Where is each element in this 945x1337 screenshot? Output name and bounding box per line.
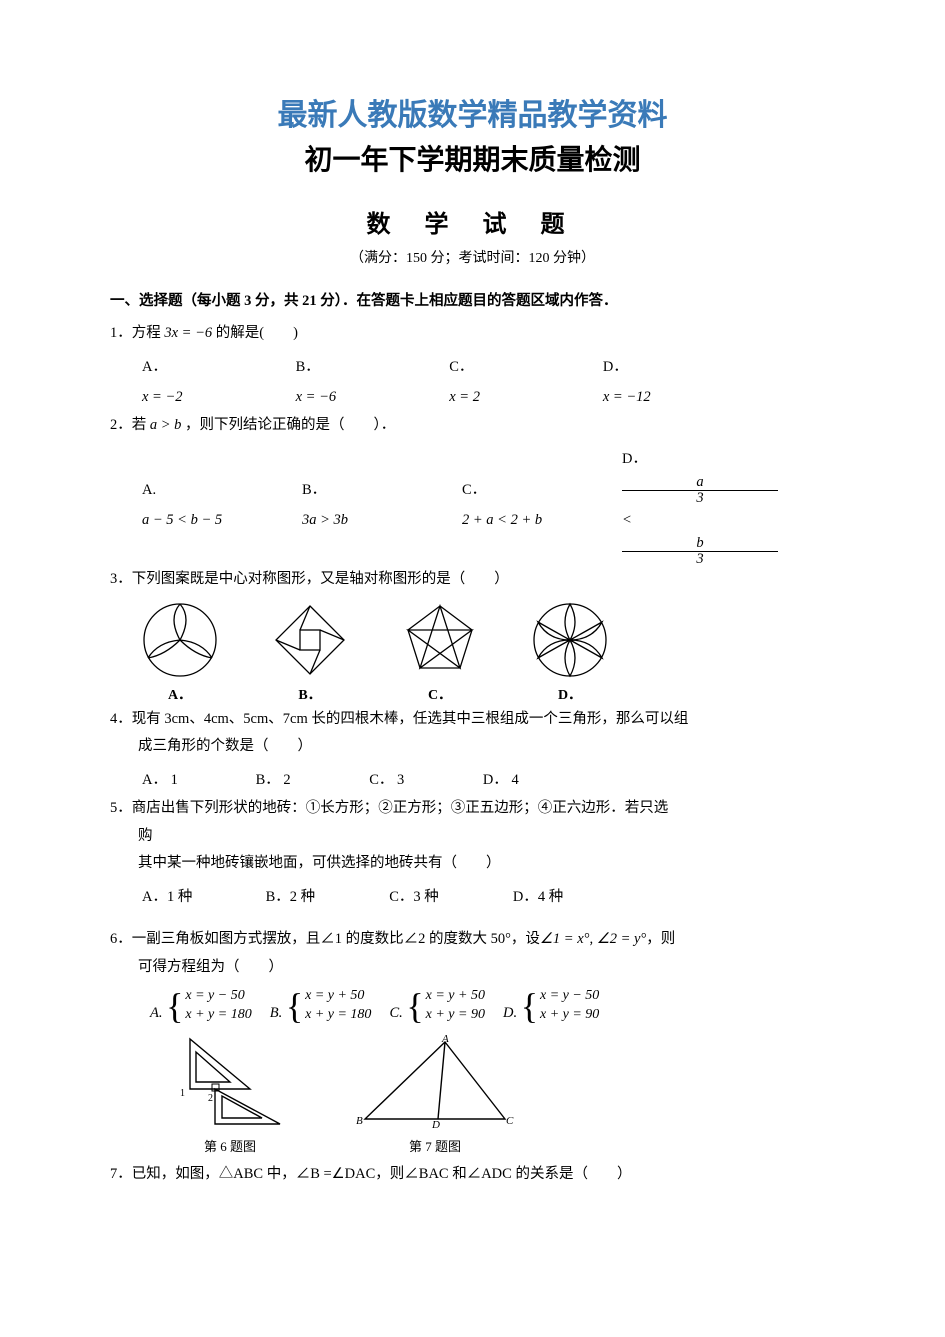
q6-optB: B. {x = y + 50x + y = 180 [270, 987, 372, 1023]
q2-optD: D． a3 < b3 [622, 444, 835, 566]
svg-text:C: C [506, 1115, 514, 1127]
q2-suffix: ，则下列结论正确的是（ ）． [181, 417, 395, 433]
fig6-label: 第 6 题图 [170, 1136, 290, 1155]
q4-optC: C． 3 [369, 765, 479, 795]
fig7-label: 第 7 题图 [350, 1136, 520, 1155]
question-6: 6．一副三角板如图方式摆放，且∠1 的度数比∠2 的度数大 50°，设∠1 = … [110, 926, 835, 981]
q5-optC: C．3 种 [389, 882, 509, 912]
q2-optA: A. a − 5 < b − 5 [142, 475, 292, 536]
q5-optB: B．2 种 [266, 882, 386, 912]
svg-text:A: A [441, 1034, 449, 1045]
q1-prefix: 1．方程 [110, 325, 164, 341]
q6-q7-figures: 1 2 第 6 题图 A B D C 第 7 题图 [110, 1034, 835, 1155]
q3-labelA: A． [140, 684, 220, 704]
q6-l1a: 6．一副三角板如图方式摆放，且∠1 的度数比∠2 的度数大 50°，设 [110, 931, 540, 947]
q6-options: A. {x = y − 50x + y = 180 B. {x = y + 50… [110, 987, 835, 1023]
q6-optD: D. {x = y − 50x + y = 90 [503, 987, 599, 1023]
q3-labelB: B． [270, 684, 350, 704]
q3-labelC: C． [400, 684, 480, 704]
q3-shape-D: D． [530, 600, 610, 704]
q6-optC: C. {x = y + 50x + y = 90 [389, 987, 485, 1023]
exam-info: （满分：150 分；考试时间：120 分钟） [110, 247, 835, 267]
q2-prefix: 2．若 [110, 417, 150, 433]
q3-shape-B: B． [270, 600, 350, 704]
q3-shape-A: A． [140, 600, 220, 704]
q2-cond: a > b [150, 417, 182, 433]
q2-optC: C．2 + a < 2 + b [462, 475, 612, 536]
q6-l2: 可得方程组为（ ） [110, 959, 283, 975]
q6-l1b: ∠1 = x°, ∠2 = y° [540, 931, 646, 947]
flower-six-icon [530, 600, 610, 680]
q1-optD: D．x = −12 [603, 352, 753, 413]
spacer [110, 912, 835, 926]
q1-options: A．x = −2 B．x = −6 C．x = 2 D．x = −12 [110, 352, 835, 413]
q3-shape-C: C． [400, 600, 480, 704]
q5-l2: 购 [110, 828, 153, 844]
exam-title: 数 学 试 题 [110, 204, 835, 239]
question-7: 7．已知，如图，△ABC 中，∠B =∠DAC，则∠BAC 和∠ADC 的关系是… [110, 1161, 835, 1189]
question-3: 3．下列图案既是中心对称图形，又是轴对称图形的是（ ） [110, 566, 835, 594]
svg-text:B: B [356, 1115, 363, 1127]
q5-l3: 其中某一种地砖镶嵌地面，可供选择的地砖共有（ ） [110, 855, 501, 871]
svg-text:D: D [431, 1119, 440, 1129]
q1-optC: C．x = 2 [449, 352, 599, 413]
trefoil-icon [140, 600, 220, 680]
question-2: 2．若 a > b ，则下列结论正确的是（ ）． [110, 412, 835, 440]
main-title: 最新人教版数学精品教学资料 [110, 90, 835, 134]
q6-optA: A. {x = y − 50x + y = 180 [150, 987, 252, 1023]
q2-optB: B．3a > 3b [302, 475, 452, 536]
figure-q6: 1 2 第 6 题图 [170, 1034, 290, 1155]
q4-optA: A． 1 [142, 765, 252, 795]
figure-q7: A B D C 第 7 题图 [350, 1034, 520, 1155]
q1-optB: B．x = −6 [296, 352, 446, 413]
fraction-b-3: b3 [622, 536, 772, 566]
q4-options: A． 1 B． 2 C． 3 D． 4 [110, 765, 835, 795]
svg-text:2: 2 [208, 1093, 213, 1104]
q3-shapes: A． B． C． [110, 600, 835, 704]
question-1: 1．方程 3x = −6 的解是( ) [110, 320, 835, 348]
sub-title: 初一年下学期期末质量检测 [110, 138, 835, 178]
question-5: 5．商店出售下列形状的地砖：①长方形；②正方形；③正五边形；④正六边形．若只选 … [110, 795, 835, 878]
q1-suffix: 的解是( ) [212, 325, 298, 341]
q5-options: A．1 种 B．2 种 C．3 种 D．4 种 [110, 882, 835, 912]
triangle-abc-icon: A B D C [350, 1034, 520, 1129]
question-4: 4．现有 3cm、4cm、5cm、7cm 长的四根木棒，任选其中三根组成一个三角… [110, 706, 835, 761]
q5-optA: A．1 种 [142, 882, 262, 912]
q5-l1: 5．商店出售下列形状的地砖：①长方形；②正方形；③正五边形；④正六边形．若只选 [110, 800, 668, 816]
q4-l2: 成三角形的个数是（ ） [110, 738, 312, 754]
set-squares-icon: 1 2 [170, 1034, 290, 1129]
q4-optD: D． 4 [483, 765, 593, 795]
q6-l1c: ，则 [646, 931, 675, 947]
pentagon-star-icon [400, 600, 480, 680]
q3-labelD: D． [530, 684, 610, 704]
q5-optD: D．4 种 [513, 882, 633, 912]
q2-options: A. a − 5 < b − 5 B．3a > 3b C．2 + a < 2 +… [110, 444, 835, 566]
pinwheel-square-icon [270, 600, 350, 680]
q4-optB: B． 2 [256, 765, 366, 795]
section-1-header: 一、选择题（每小题 3 分，共 21 分）．在答题卡上相应题目的答题区域内作答． [110, 289, 835, 310]
svg-text:1: 1 [180, 1088, 185, 1099]
q4-l1: 4．现有 3cm、4cm、5cm、7cm 长的四根木棒，任选其中三根组成一个三角… [110, 711, 688, 727]
q1-optA: A．x = −2 [142, 352, 292, 413]
fraction-a-3: a3 [622, 475, 772, 505]
q1-eq: 3x = −6 [164, 325, 212, 341]
page-root: 最新人教版数学精品教学资料 初一年下学期期末质量检测 数 学 试 题 （满分：1… [0, 0, 945, 1337]
